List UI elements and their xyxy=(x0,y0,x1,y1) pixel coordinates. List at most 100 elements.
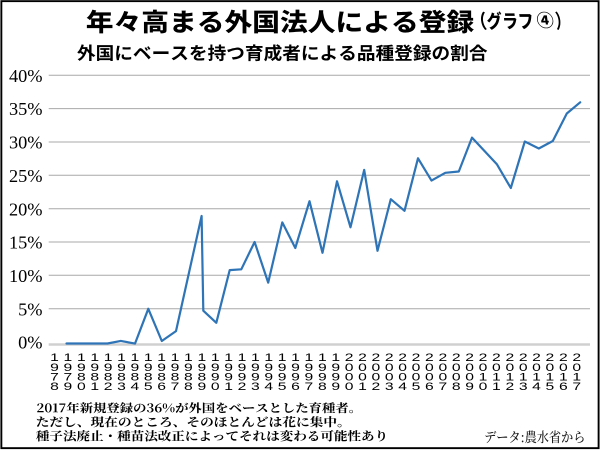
svg-text:2: 2 xyxy=(358,351,367,363)
svg-text:4: 4 xyxy=(398,380,407,392)
svg-text:0: 0 xyxy=(572,361,581,373)
svg-text:1: 1 xyxy=(238,351,247,363)
svg-text:0: 0 xyxy=(438,371,447,383)
svg-text:9: 9 xyxy=(278,371,287,383)
svg-text:1: 1 xyxy=(157,351,166,363)
svg-text:1: 1 xyxy=(224,380,233,392)
svg-text:9: 9 xyxy=(318,371,327,383)
svg-text:0: 0 xyxy=(505,361,514,373)
svg-text:10%: 10% xyxy=(9,266,43,286)
svg-text:0: 0 xyxy=(559,361,568,373)
svg-text:1: 1 xyxy=(278,351,287,363)
svg-text:5: 5 xyxy=(278,380,287,392)
svg-text:2: 2 xyxy=(559,351,568,363)
svg-text:8: 8 xyxy=(197,371,206,383)
svg-text:1: 1 xyxy=(117,351,126,363)
svg-text:9: 9 xyxy=(264,361,273,373)
svg-text:8: 8 xyxy=(171,371,180,383)
svg-text:2: 2 xyxy=(345,351,354,363)
svg-text:7: 7 xyxy=(64,371,73,383)
svg-text:0: 0 xyxy=(345,380,354,392)
svg-text:3: 3 xyxy=(519,380,528,392)
svg-text:5%: 5% xyxy=(18,299,42,319)
svg-text:0: 0 xyxy=(398,371,407,383)
svg-text:7: 7 xyxy=(50,371,59,383)
svg-text:0: 0 xyxy=(452,371,461,383)
svg-text:35%: 35% xyxy=(9,99,43,119)
svg-text:0: 0 xyxy=(211,380,220,392)
svg-text:8: 8 xyxy=(452,380,461,392)
svg-text:30%: 30% xyxy=(9,133,43,153)
svg-text:8: 8 xyxy=(77,371,86,383)
svg-text:1: 1 xyxy=(50,351,59,363)
svg-text:0: 0 xyxy=(425,361,434,373)
svg-text:7: 7 xyxy=(572,380,581,392)
svg-text:0: 0 xyxy=(77,380,86,392)
svg-text:7: 7 xyxy=(438,380,447,392)
svg-text:2: 2 xyxy=(412,351,421,363)
svg-text:0: 0 xyxy=(358,361,367,373)
svg-text:1: 1 xyxy=(291,351,300,363)
svg-text:2: 2 xyxy=(572,351,581,363)
svg-text:1: 1 xyxy=(559,371,568,383)
svg-text:6: 6 xyxy=(559,380,568,392)
svg-text:5: 5 xyxy=(546,380,555,392)
svg-text:0: 0 xyxy=(465,371,474,383)
svg-text:2: 2 xyxy=(546,351,555,363)
svg-text:1: 1 xyxy=(251,351,260,363)
svg-text:9: 9 xyxy=(291,361,300,373)
svg-text:8: 8 xyxy=(117,371,126,383)
svg-text:0: 0 xyxy=(345,371,354,383)
svg-text:2: 2 xyxy=(372,380,381,392)
svg-text:0: 0 xyxy=(358,371,367,383)
svg-text:1: 1 xyxy=(479,371,488,383)
svg-text:9: 9 xyxy=(50,361,59,373)
svg-text:1: 1 xyxy=(264,351,273,363)
svg-text:8: 8 xyxy=(184,371,193,383)
svg-text:1: 1 xyxy=(305,351,314,363)
svg-text:6: 6 xyxy=(291,380,300,392)
svg-text:40%: 40% xyxy=(9,66,43,86)
svg-text:9: 9 xyxy=(77,361,86,373)
svg-text:9: 9 xyxy=(157,361,166,373)
svg-text:8: 8 xyxy=(104,371,113,383)
svg-text:0: 0 xyxy=(385,371,394,383)
svg-text:0: 0 xyxy=(492,361,501,373)
svg-text:1: 1 xyxy=(171,351,180,363)
svg-text:1: 1 xyxy=(358,380,367,392)
svg-text:1: 1 xyxy=(492,380,501,392)
svg-text:9: 9 xyxy=(184,361,193,373)
svg-text:1: 1 xyxy=(505,371,514,383)
svg-text:0: 0 xyxy=(452,361,461,373)
svg-text:9: 9 xyxy=(305,371,314,383)
svg-text:5: 5 xyxy=(412,380,421,392)
svg-text:1: 1 xyxy=(572,371,581,383)
svg-text:2: 2 xyxy=(425,351,434,363)
svg-text:9: 9 xyxy=(197,361,206,373)
svg-text:8: 8 xyxy=(157,371,166,383)
svg-text:9: 9 xyxy=(318,361,327,373)
svg-text:2: 2 xyxy=(505,380,514,392)
svg-text:0: 0 xyxy=(519,361,528,373)
svg-text:2: 2 xyxy=(104,380,113,392)
svg-text:9: 9 xyxy=(251,361,260,373)
svg-text:9: 9 xyxy=(224,361,233,373)
svg-text:2: 2 xyxy=(519,351,528,363)
svg-text:1: 1 xyxy=(331,351,340,363)
svg-text:9: 9 xyxy=(465,380,474,392)
svg-text:9: 9 xyxy=(171,361,180,373)
svg-text:1: 1 xyxy=(318,351,327,363)
svg-text:9: 9 xyxy=(305,361,314,373)
svg-text:2: 2 xyxy=(492,351,501,363)
svg-text:9: 9 xyxy=(291,371,300,383)
svg-text:1: 1 xyxy=(532,371,541,383)
svg-text:9: 9 xyxy=(197,380,206,392)
svg-text:8: 8 xyxy=(144,371,153,383)
svg-text:1: 1 xyxy=(77,351,86,363)
svg-text:1: 1 xyxy=(224,351,233,363)
svg-text:0: 0 xyxy=(372,361,381,373)
svg-text:9: 9 xyxy=(64,361,73,373)
svg-text:9: 9 xyxy=(238,371,247,383)
svg-text:2: 2 xyxy=(385,351,394,363)
svg-text:9: 9 xyxy=(331,361,340,373)
